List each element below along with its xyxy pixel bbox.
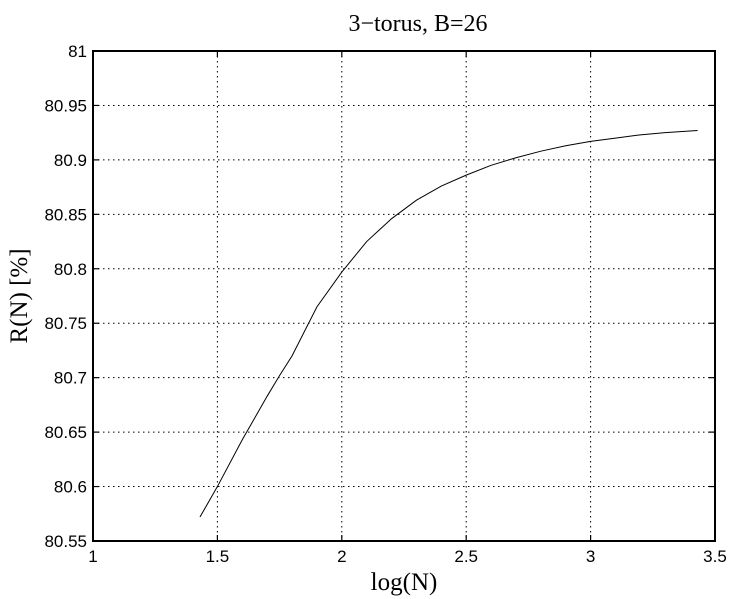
x-tick-labels: 1 1.5 2 2.5 3 3.5 <box>88 547 727 566</box>
x-axis-label: log(N) <box>371 569 438 596</box>
y-tick-label: 80.9 <box>54 151 87 170</box>
y-tick-label: 80.85 <box>44 205 87 224</box>
x-tick-label: 2.5 <box>454 547 478 566</box>
tick-marks <box>92 50 716 542</box>
y-tick-label: 80.95 <box>44 96 87 115</box>
series-line <box>199 129 698 518</box>
x-tick-label: 1.5 <box>206 547 230 566</box>
grid <box>93 51 715 541</box>
x-tick-label: 3.5 <box>703 547 727 566</box>
plot-frame <box>92 50 716 542</box>
y-tick-label: 80.8 <box>54 260 87 279</box>
y-tick-label: 80.65 <box>44 423 87 442</box>
y-axis-label: R(N) [%] <box>6 248 33 343</box>
y-tick-labels: 80.55 80.6 80.65 80.7 80.75 80.8 80.85 80.9 80.9… <box>44 42 87 551</box>
y-tick-label: 80.7 <box>54 369 87 388</box>
x-tick-label: 1 <box>88 547 97 566</box>
chart-title: 3−torus, B=26 <box>348 11 487 37</box>
y-tick-label: 80.75 <box>44 314 87 333</box>
y-tick-label: 80.55 <box>44 532 87 551</box>
y-tick-label: 80.6 <box>54 478 87 497</box>
y-tick-label: 81 <box>68 42 87 61</box>
x-tick-label: 3 <box>586 547 595 566</box>
x-tick-label: 2 <box>337 547 346 566</box>
